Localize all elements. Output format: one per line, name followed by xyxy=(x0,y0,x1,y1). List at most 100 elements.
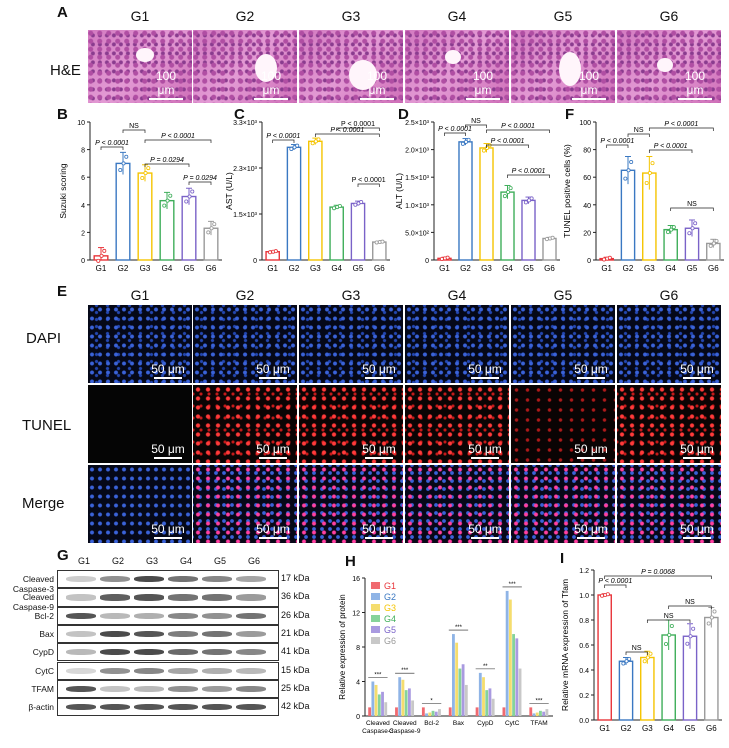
bar-g3 xyxy=(308,140,323,261)
y-tick-label: 2.3×10³ xyxy=(233,166,258,173)
scale-bar-line xyxy=(259,537,287,539)
he-image-g6: 100 μm xyxy=(617,30,721,103)
bar-g6 xyxy=(384,702,388,716)
wb-band xyxy=(236,576,266,583)
data-point xyxy=(693,221,698,226)
data-point xyxy=(687,231,692,236)
bar-g4 xyxy=(485,690,489,716)
panel-label-a: A xyxy=(57,4,68,21)
scale-bar: 100 μm xyxy=(146,69,186,100)
data-point xyxy=(623,176,628,181)
bar-g5 xyxy=(434,711,438,716)
x-tick-label: G2 xyxy=(621,724,632,733)
x-tick-label: G5 xyxy=(685,724,696,733)
significance-label: P < 0.0001 xyxy=(512,168,546,175)
wb-band xyxy=(100,612,130,619)
scale-bar-line xyxy=(254,98,288,100)
bar-g2 xyxy=(618,660,634,721)
significance-bracket xyxy=(465,124,487,128)
x-tick-label: G5 xyxy=(184,264,195,273)
bar-g6 xyxy=(411,700,415,716)
data-point xyxy=(273,249,278,254)
x-tick-label: G4 xyxy=(663,724,674,733)
scale-bar: 50 μm xyxy=(679,522,715,539)
bar-g4 xyxy=(329,206,344,261)
significance-bracket xyxy=(604,584,627,588)
fluor-group-header-g2: G2 xyxy=(235,287,255,303)
legend-label: G6 xyxy=(384,636,396,646)
significance-label: P = 0.0294 xyxy=(150,157,184,164)
data-point xyxy=(627,657,632,662)
significance-label: P < 0.0001 xyxy=(664,121,698,128)
bar-g3 xyxy=(535,712,539,716)
wb-lane-header-g1: G1 xyxy=(77,556,90,566)
legend-label: G4 xyxy=(384,614,396,624)
significance-bracket xyxy=(486,144,529,148)
legend-label: G5 xyxy=(384,625,396,635)
bar-g1 xyxy=(529,707,533,716)
scale-bar: 50 μm xyxy=(573,362,609,379)
wb-band xyxy=(236,630,266,638)
central-vein xyxy=(136,48,154,62)
data-point xyxy=(706,621,711,626)
bar-g6 xyxy=(704,616,719,721)
wb-strip xyxy=(57,624,279,644)
bar-g2 xyxy=(532,713,536,716)
central-vein xyxy=(657,58,673,72)
data-point xyxy=(648,651,653,656)
bar-g6 xyxy=(491,698,495,716)
y-tick-label: 4 xyxy=(81,203,85,210)
wb-lane-header-g4: G4 xyxy=(179,556,192,566)
bar-g6 xyxy=(438,709,441,716)
wb-band xyxy=(236,649,266,656)
data-point xyxy=(690,226,695,231)
bar-g6 xyxy=(542,237,557,261)
x-tick-label: G6 xyxy=(544,264,555,273)
wb-kda-label: 26 kDa xyxy=(281,609,310,620)
bar-g2 xyxy=(286,146,302,261)
significance-bracket xyxy=(625,651,648,655)
x-tick-label: Bcl-2 xyxy=(424,720,439,727)
bar-g5 xyxy=(350,202,366,261)
wb-band xyxy=(236,667,266,674)
y-axis-label: Relative expression of protein xyxy=(338,594,347,699)
bar-g5 xyxy=(461,664,465,716)
x-tick-label: Cleaved xyxy=(393,720,417,727)
legend-swatch xyxy=(371,615,380,622)
y-axis-label: Relative mRNA expression of Tfam xyxy=(560,579,570,711)
significance-label: P < 0.0001 xyxy=(600,138,634,145)
y-tick-label: 80 xyxy=(583,148,591,155)
significance-bracket xyxy=(648,127,714,131)
y-tick-label: 20 xyxy=(583,230,591,237)
wb-band xyxy=(134,649,164,656)
wb-kda-label: 36 kDa xyxy=(281,591,310,602)
bar-g4 xyxy=(512,634,515,716)
x-tick-label: G3 xyxy=(310,264,321,273)
wb-band xyxy=(168,704,198,711)
data-point xyxy=(626,168,631,173)
y-tick-label: 16 xyxy=(352,576,360,583)
data-point xyxy=(523,200,528,205)
y-tick-label: 1.2 xyxy=(579,568,589,575)
dapi-image-g4: 50 μm xyxy=(405,305,509,383)
significance-label: NS xyxy=(471,118,481,125)
bar-g3 xyxy=(640,656,655,721)
bar-g3 xyxy=(374,684,378,716)
scale-bar-line xyxy=(154,377,182,379)
significance-label: NS xyxy=(664,613,674,620)
scale-bar: 50 μm xyxy=(361,522,397,539)
row-label-tunel: TUNEL xyxy=(22,417,72,434)
wb-band xyxy=(134,594,164,601)
data-point xyxy=(711,241,716,246)
scale-bar-line xyxy=(154,537,182,539)
scale-bar: 50 μm xyxy=(361,442,397,459)
significance-bracket xyxy=(627,133,650,137)
wb-protein-label: Bcl-2 xyxy=(34,610,54,621)
significance-label: P < 0.0001 xyxy=(654,143,688,150)
bar-g2 xyxy=(452,634,455,716)
wb-kda-label: 41 kDa xyxy=(281,646,310,657)
data-point xyxy=(621,661,626,666)
scale-bar: 50 μm xyxy=(679,442,715,459)
scale-bar-line xyxy=(572,98,606,100)
panel-label-g: G xyxy=(57,547,69,564)
